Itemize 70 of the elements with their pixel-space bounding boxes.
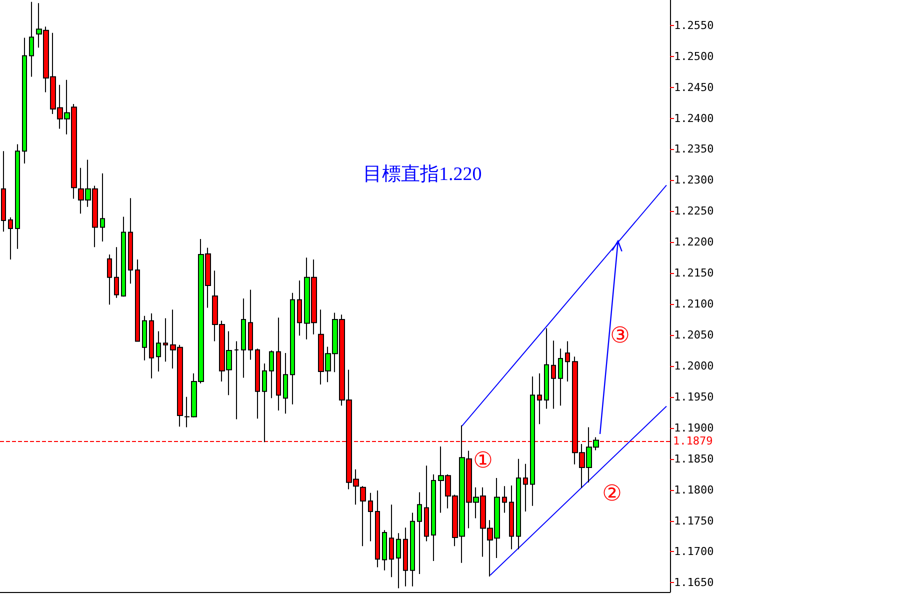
annotation: ③	[610, 324, 630, 348]
candlestick	[502, 486, 507, 514]
ref-line-label: 1.1879	[673, 434, 713, 448]
y-tick-label: 1.2150	[674, 266, 714, 280]
y-tick-label: 1.2450	[674, 80, 714, 94]
y-tick-label: 1.1850	[674, 452, 714, 466]
candlestick	[135, 258, 140, 342]
candlestick	[410, 512, 415, 587]
candlestick	[565, 340, 570, 382]
y-tick-label: 1.2400	[674, 112, 714, 125]
candlestick	[431, 474, 436, 562]
candlestick	[276, 317, 281, 412]
candlestick	[509, 484, 514, 550]
candlestick	[107, 254, 112, 306]
candlestick	[297, 280, 302, 336]
y-tick-label: 1.1950	[674, 390, 714, 404]
candlestick	[396, 532, 401, 589]
y-tick-label: 1.2350	[674, 142, 714, 156]
y-tick-label: 1.2200	[674, 236, 714, 249]
candlestick	[121, 216, 126, 298]
candlestick	[163, 318, 168, 362]
candlestick	[29, 1, 34, 78]
candlestick	[389, 504, 394, 578]
candlestick	[114, 246, 119, 298]
candlestick	[142, 315, 147, 361]
candlestick	[523, 463, 528, 512]
candlestick	[424, 465, 429, 542]
annotation: ①	[473, 448, 493, 474]
candlestick	[417, 492, 422, 575]
candlestick	[558, 348, 563, 406]
candlestick	[128, 198, 133, 284]
candlestick	[530, 376, 535, 506]
candlestick	[255, 348, 260, 420]
candlestick	[537, 372, 542, 425]
y-tick-label: 1.1650	[674, 576, 714, 590]
candlestick	[382, 530, 387, 571]
y-tick-label: 1.2550	[674, 18, 714, 32]
candlestick	[368, 492, 373, 542]
candlestick	[375, 490, 380, 568]
y-tick-label: 1.2250	[674, 204, 714, 218]
candlestick	[22, 37, 27, 164]
candlestick	[234, 340, 239, 420]
candlestick	[149, 312, 154, 379]
candlestick	[100, 172, 105, 242]
y-tick-label: 1.1750	[674, 514, 714, 528]
candlestick	[1, 150, 6, 232]
candlestick	[290, 292, 295, 405]
candlestick	[544, 328, 549, 410]
candlestick	[360, 486, 366, 547]
candlestick	[269, 350, 274, 399]
candlestick	[8, 216, 13, 260]
y-tick-label: 1.2300	[674, 174, 714, 187]
candlestick	[403, 527, 408, 587]
y-tick-label: 1.1800	[674, 483, 714, 496]
candlestick	[156, 330, 161, 372]
annotation: ②	[602, 482, 622, 506]
candlestick	[283, 352, 288, 414]
candlestick	[551, 340, 556, 410]
y-tick-label: 1.2000	[674, 359, 714, 372]
candlestick	[262, 363, 267, 443]
candlestick	[248, 289, 253, 360]
text: 目標直指1.220	[363, 164, 482, 185]
candlestick	[516, 458, 521, 550]
y-tick-label: 1.2500	[674, 50, 714, 63]
candlestick	[15, 144, 20, 250]
y-tick-label: 1.1900	[674, 421, 714, 434]
candlestick	[241, 298, 246, 378]
y-tick-label: 1.2100	[674, 298, 714, 311]
y-tick-label: 1.1700	[674, 545, 714, 558]
y-tick-label: 1.2050	[674, 328, 714, 342]
